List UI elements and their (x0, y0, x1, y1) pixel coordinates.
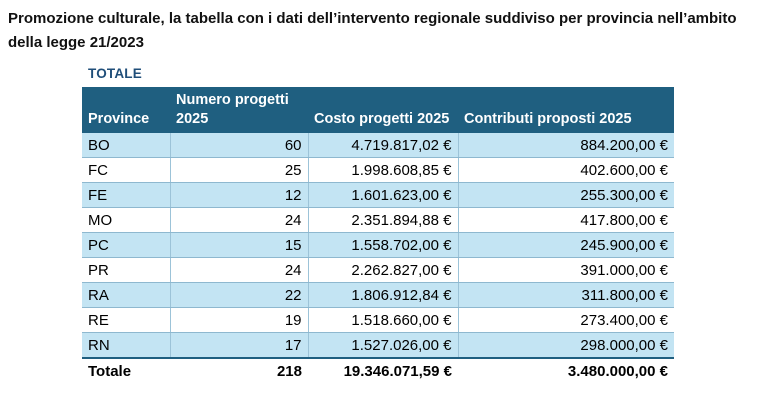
row-costo-progetti: 1.558.702,00 € (307, 232, 458, 258)
table-row: MO 24 2.351.894,88 €417.800,00 € (82, 207, 674, 233)
row-contributi-proposti: 255.300,00 € (457, 182, 674, 208)
row-contributi-proposti: 402.600,00 € (457, 157, 674, 183)
table-header-row: Province Numero progetti 2025 Costo prog… (82, 87, 674, 133)
row-contributi-proposti: 245.900,00 € (457, 232, 674, 258)
row-province: PC (82, 232, 170, 258)
table-row: RN 17 1.527.026,00 €298.000,00 € (82, 332, 674, 359)
header-numero-progetti: Numero progetti 2025 (170, 87, 308, 133)
row-province: PR (82, 257, 170, 283)
row-numero-progetti: 60 (169, 133, 308, 158)
province-data-table: Province Numero progetti 2025 Costo prog… (82, 87, 674, 384)
row-numero-progetti: 22 (169, 282, 308, 308)
row-contributi-proposti: 298.000,00 € (457, 332, 674, 359)
row-contributi-proposti: 884.200,00 € (457, 133, 674, 158)
row-province: RE (82, 307, 170, 333)
row-costo-progetti: 2.262.827,00 € (307, 257, 458, 283)
row-costo-progetti: 1.518.660,00 € (307, 307, 458, 333)
row-costo-progetti: 1.601.623,00 € (307, 182, 458, 208)
table-row: BO 60 4.719.817,02 €884.200,00 € (82, 133, 674, 158)
header-contributi-proposti: Contributi proposti 2025 (458, 87, 674, 133)
row-numero-progetti: 15 (169, 232, 308, 258)
total-contributi-proposti: 3.480.000,00 € (458, 357, 674, 384)
table-row: RA 22 1.806.912,84 €311.800,00 € (82, 282, 674, 308)
table-body: BO 60 4.719.817,02 €884.200,00 € FC 25 1.998.… (82, 133, 674, 359)
row-costo-progetti: 4.719.817,02 € (307, 133, 458, 158)
row-contributi-proposti: 391.000,00 € (457, 257, 674, 283)
header-costo-progetti: Costo progetti 2025 (308, 87, 458, 133)
row-costo-progetti: 1.806.912,84 € (307, 282, 458, 308)
header-province: Province (82, 87, 170, 133)
total-numero-progetti: 218 (170, 357, 308, 384)
row-costo-progetti: 1.527.026,00 € (307, 332, 458, 359)
table-row: PC 15 1.558.702,00 €245.900,00 € (82, 232, 674, 258)
row-contributi-proposti: 273.400,00 € (457, 307, 674, 333)
total-costo-progetti: 19.346.071,59 € (308, 357, 458, 384)
total-label: Totale (82, 357, 170, 384)
row-numero-progetti: 24 (169, 207, 308, 233)
row-costo-progetti: 2.351.894,88 € (307, 207, 458, 233)
row-contributi-proposti: 417.800,00 € (457, 207, 674, 233)
row-costo-progetti: 1.998.608,85 € (307, 157, 458, 183)
row-numero-progetti: 12 (169, 182, 308, 208)
row-province: MO (82, 207, 170, 233)
row-province: RA (82, 282, 170, 308)
row-numero-progetti: 25 (169, 157, 308, 183)
row-province: RN (82, 332, 170, 359)
row-numero-progetti: 24 (169, 257, 308, 283)
row-numero-progetti: 19 (169, 307, 308, 333)
row-province: FC (82, 157, 170, 183)
row-province: BO (82, 133, 170, 158)
row-contributi-proposti: 311.800,00 € (457, 282, 674, 308)
row-province: FE (82, 182, 170, 208)
page-title: Promozione culturale, la tabella con i d… (8, 10, 737, 51)
table-row: RE 19 1.518.660,00 €273.400,00 € (82, 307, 674, 333)
section-label-totale: TOTALE (88, 66, 142, 81)
table-row: FE 12 1.601.623,00 €255.300,00 € (82, 182, 674, 208)
table-row: PR 24 2.262.827,00 €391.000,00 € (82, 257, 674, 283)
row-numero-progetti: 17 (169, 332, 308, 359)
table-row: FC 25 1.998.608,85 €402.600,00 € (82, 157, 674, 183)
table-total-row: Totale 218 19.346.071,59 € 3.480.000,00 … (82, 357, 674, 384)
